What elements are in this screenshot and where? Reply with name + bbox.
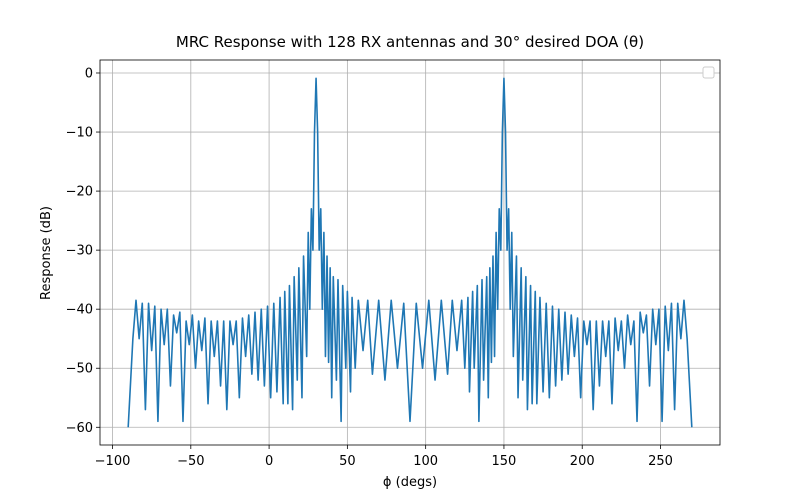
plot-area — [127, 77, 693, 428]
x-tick-label: −100 — [95, 454, 131, 469]
axes-frame — [99, 59, 721, 446]
x-tick-label: 200 — [570, 454, 595, 469]
x-tick-label: 50 — [339, 454, 356, 469]
x-tick-label: 0 — [265, 454, 273, 469]
y-tick-label: −20 — [66, 185, 93, 200]
x-tick-label: 150 — [492, 454, 517, 469]
y-tick-label: −30 — [66, 244, 93, 259]
y-tick-label: −40 — [66, 303, 93, 318]
response-line — [127, 77, 693, 428]
x-axis-label: ϕ (degs) — [383, 475, 437, 490]
y-axis-label: Response (dB) — [39, 206, 54, 300]
x-tick-label: 250 — [648, 454, 673, 469]
grid — [100, 60, 720, 445]
x-tick-label: −50 — [177, 454, 204, 469]
y-tick-label: −60 — [66, 421, 93, 436]
y-tick-label: 0 — [85, 66, 93, 81]
y-tick-label: −10 — [66, 126, 93, 141]
x-tick-label: 100 — [413, 454, 438, 469]
y-tick-label: −50 — [66, 362, 93, 377]
chart-title: MRC Response with 128 RX antennas and 30… — [176, 33, 644, 51]
legend-box — [702, 66, 715, 79]
